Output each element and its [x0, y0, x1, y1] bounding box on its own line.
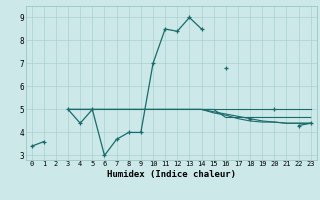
X-axis label: Humidex (Indice chaleur): Humidex (Indice chaleur)	[107, 170, 236, 179]
